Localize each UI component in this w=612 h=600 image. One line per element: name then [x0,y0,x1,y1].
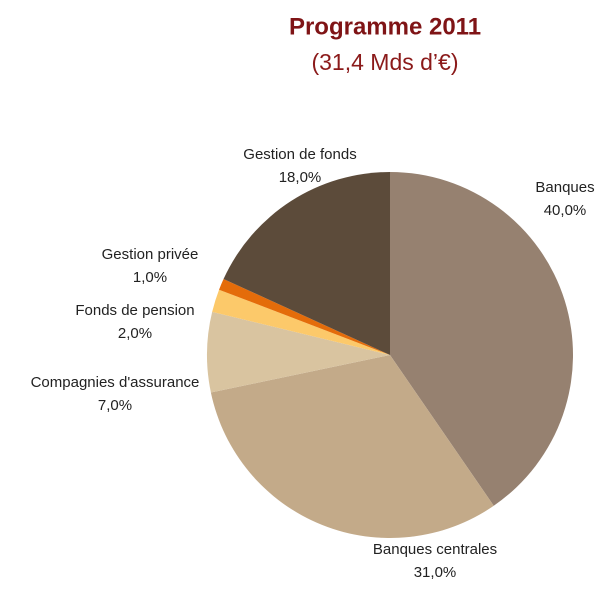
chart-title: Programme 2011 [289,13,481,40]
pie-slice [219,278,390,355]
value-label: 7,0% [98,397,132,414]
slice-label: Gestion privée [102,246,199,263]
slice-label: Fonds de pension [75,302,194,319]
value-label: 1,0% [133,269,167,286]
pie-slice [212,289,390,355]
slice-label: Banques centrales [373,541,497,558]
value-label: 18,0% [279,169,322,186]
slice-label: Gestion de fonds [243,146,356,163]
pie-slice [223,172,390,355]
value-label: 2,0% [118,325,152,342]
value-label: 31,0% [414,564,457,581]
pie-slice [210,355,494,538]
pie-slice [206,311,390,393]
pie-slice [390,172,573,506]
value-label: 40,0% [544,202,587,219]
chart-subtitle: (31,4 Mds d’€) [311,49,458,75]
slice-label: Banques [535,179,594,196]
slice-label: Compagnies d'assurance [31,374,200,391]
